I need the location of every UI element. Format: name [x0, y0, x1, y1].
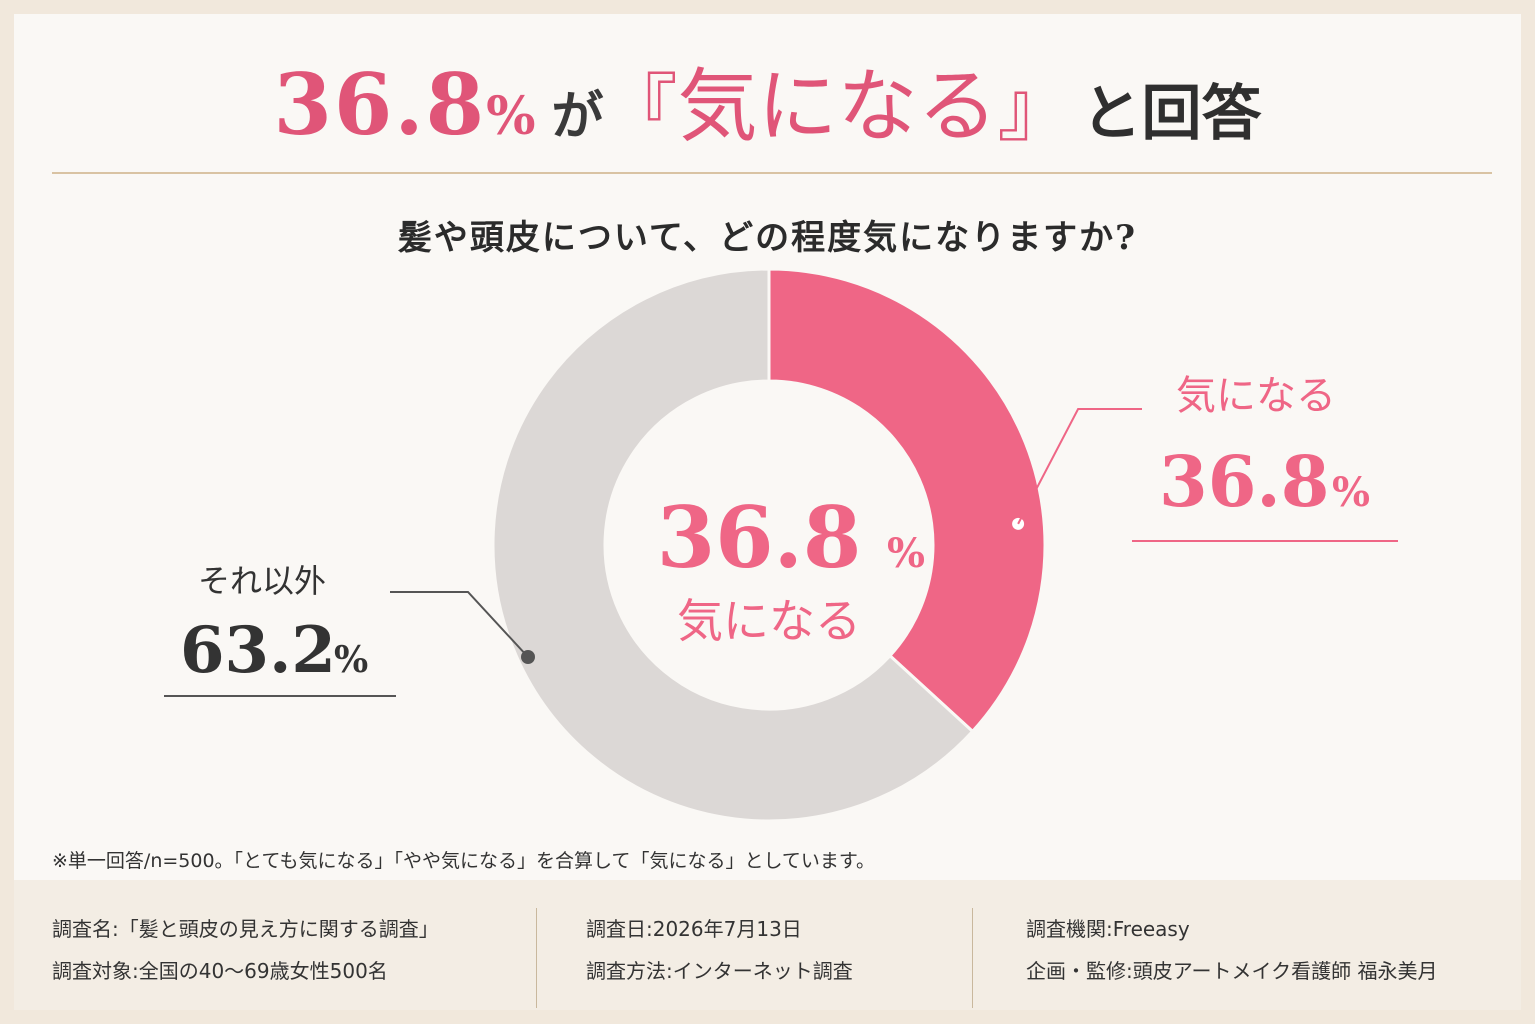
- headline-tail: と回答: [1081, 79, 1262, 149]
- survey-name: 調査名:「髪と頭皮の見え方に関する調査」: [52, 917, 439, 941]
- callout-line-other: [390, 591, 529, 658]
- footer-col-2: 調査日:2026年7月13日 調査方法:インターネット調査: [586, 908, 853, 992]
- center-label: 気になる: [677, 594, 861, 648]
- callout-value-kininaru: 36.8: [1159, 440, 1330, 523]
- callout-dot-kininaru: [1010, 515, 1027, 532]
- chart-title: 髪や頭皮について、どの程度気になりますか?: [397, 218, 1138, 258]
- headline-close-bracket: 』: [997, 66, 1072, 152]
- footer-divider-1: [536, 908, 537, 1008]
- headline-divider: [52, 172, 1492, 174]
- center-unit: %: [887, 530, 925, 577]
- survey-method: 調査方法:インターネット調査: [586, 959, 853, 983]
- survey-supervisor: 企画・監修:頭皮アートメイク看護師 福永美月: [1026, 959, 1438, 983]
- callout-unit-kininaru: %: [1332, 469, 1370, 516]
- callout-value-other: 63.2: [180, 613, 336, 688]
- headline-number: 36.8: [273, 55, 487, 154]
- survey-organization: 調査機関:Freeasy: [1026, 917, 1190, 941]
- headline-open-bracket: 『: [603, 66, 678, 152]
- callout-unit-other: %: [334, 639, 368, 681]
- headline-particle: が: [551, 86, 604, 147]
- slice-other: [491, 267, 975, 823]
- callout-line-kininaru: [1017, 408, 1142, 525]
- footer-col-1: 調査名:「髪と頭皮の見え方に関する調査」 調査対象:全国の40〜69歳女性500…: [52, 908, 439, 992]
- survey-info-footer: 調査名:「髪と頭皮の見え方に関する調査」 調査対象:全国の40〜69歳女性500…: [14, 880, 1521, 1010]
- slice-kininaru: [767, 267, 1047, 734]
- center-value: 36.8: [657, 488, 862, 587]
- callout-label-other: それ以外: [198, 562, 326, 600]
- survey-target: 調査対象:全国の40〜69歳女性500名: [52, 959, 388, 983]
- footer-divider-2: [972, 908, 973, 1008]
- infographic-card: 36.8% が『気になる』 と回答 髪や頭皮について、どの程度気になりますか? 気に…: [14, 14, 1521, 1010]
- survey-date: 調査日:2026年7月13日: [586, 917, 802, 941]
- headline-keyword: 気になる: [677, 60, 998, 153]
- headline: 36.8% が『気になる』 と回答: [14, 50, 1521, 160]
- footnote: ※単一回答/n=500。「とても気になる」「やや気になる」を合算して「気になる」…: [52, 850, 875, 872]
- headline-percent: %: [486, 86, 536, 147]
- callout-label-kininaru: 気になる: [1176, 373, 1336, 419]
- footer-col-3: 調査機関:Freeasy 企画・監修:頭皮アートメイク看護師 福永美月: [1026, 908, 1438, 992]
